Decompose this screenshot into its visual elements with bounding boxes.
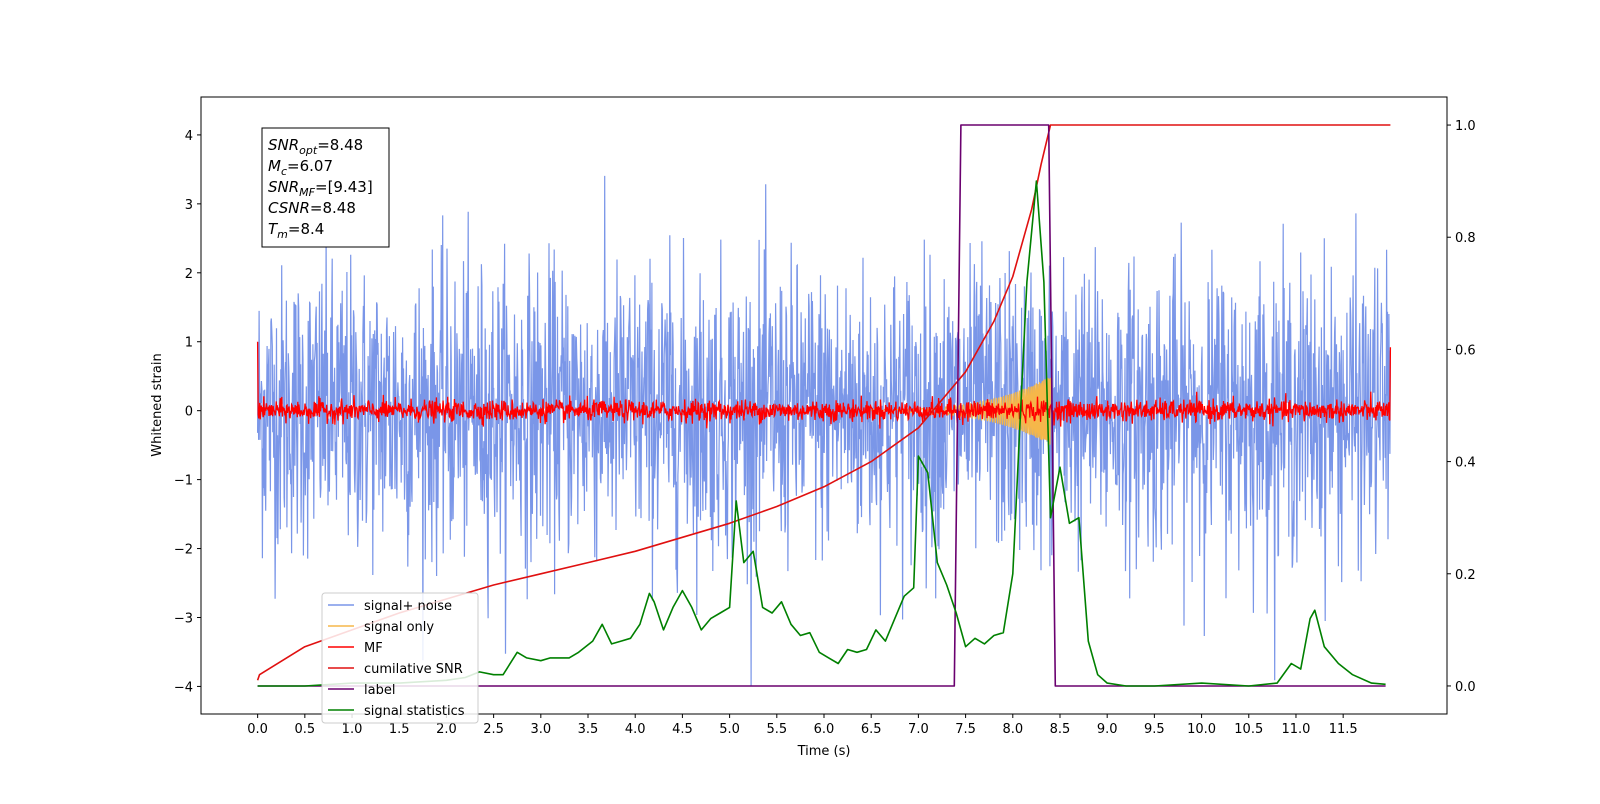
series-mf-line: [256, 341, 1392, 429]
x-tick-label: 6.0: [814, 722, 835, 737]
annotation-value: =8.48: [317, 136, 363, 154]
legend-label: signal+ noise: [364, 599, 452, 614]
annotation-frame: [261, 127, 390, 248]
annotation-symbol: CSNR: [268, 199, 310, 217]
x-tick-label: 3.0: [530, 722, 551, 737]
y-left-tick-label: −3: [174, 611, 193, 626]
annotation-symbol: SNR: [268, 136, 299, 154]
x-tick-label: 2.0: [436, 722, 457, 737]
annotation-subscript: opt: [299, 144, 318, 157]
y-right-tick-label: 0.2: [1455, 568, 1476, 583]
y-left-tick-label: 2: [185, 267, 193, 282]
annotation-subscript: m: [277, 228, 288, 241]
x-tick-label: 1.0: [342, 722, 363, 737]
y-left-tick-label: −1: [174, 474, 193, 489]
annotation-symbol: M: [268, 157, 281, 175]
series-signal-statistics-line: [257, 180, 1386, 687]
legend-label: label: [364, 683, 395, 698]
x-tick-label: 5.0: [719, 722, 740, 737]
legend-frame: [321, 592, 479, 724]
annotation-line: CSNR=8.48: [268, 199, 356, 217]
y-right-tick-label: 0.4: [1455, 456, 1476, 471]
y-axis-label: Whitened strain: [150, 353, 165, 456]
x-tick-label: 4.0: [625, 722, 646, 737]
x-tick-label: 6.5: [861, 722, 882, 737]
x-tick-label: 4.5: [672, 722, 693, 737]
legend-label: signal only: [364, 620, 434, 635]
x-tick-label: 9.5: [1144, 722, 1165, 737]
x-tick-label: 8.0: [1002, 722, 1023, 737]
x-tick-label: 3.5: [578, 722, 599, 737]
x-tick-label: 11.5: [1329, 722, 1358, 737]
y-left-tick-label: 3: [185, 198, 193, 213]
legend-label: signal statistics: [364, 704, 465, 719]
series-label-line: [257, 124, 1386, 687]
y-right-tick-label: 0.6: [1455, 343, 1476, 358]
annotation-symbol: T: [268, 220, 279, 238]
annotation-value: =6.07: [287, 157, 333, 175]
y-right-tick-label: 1.0: [1455, 119, 1476, 134]
annotation-box: SNRopt=8.48Mc=6.07SNRMF=[9.43]CSNR=8.48T…: [261, 127, 390, 248]
annotation-value: =8.4: [288, 220, 324, 238]
x-tick-label: 0.5: [294, 722, 315, 737]
x-tick-label: 10.5: [1234, 722, 1263, 737]
x-tick-label: 8.5: [1050, 722, 1071, 737]
annotation-line: SNRopt=8.48: [268, 136, 363, 157]
legend-label: cumilative SNR: [364, 662, 463, 677]
x-axis: 0.0 0.5 1.0 1.5 2.0 2.5 3.0 3.5 4.0 4.5 5.0 5.5 6.0 6…: [247, 714, 1358, 737]
y-right-tick-label: 0.0: [1455, 680, 1476, 695]
y-axis-right: 1.0 0.8 0.6 0.4 0.2 0.0: [1447, 119, 1476, 695]
legend-label: MF: [364, 641, 383, 656]
annotation-subscript: c: [281, 165, 287, 178]
legend: signal+ noise signal only MF cumilative SNR…: [321, 592, 479, 724]
annotation-value: =8.48: [310, 199, 356, 217]
x-tick-label: 0.0: [247, 722, 268, 737]
annotation-symbol: SNR: [268, 178, 299, 196]
x-tick-label: 11.0: [1281, 722, 1310, 737]
x-tick-label: 1.5: [389, 722, 410, 737]
x-tick-label: 9.0: [1097, 722, 1118, 737]
annotation-value: =[9.43]: [315, 178, 373, 196]
annotation-line: Mc=6.07: [268, 157, 333, 178]
y-left-tick-label: 4: [185, 129, 193, 144]
x-tick-label: 5.5: [766, 722, 787, 737]
annotation-subscript: MF: [299, 186, 315, 199]
y-left-tick-label: 1: [185, 336, 193, 351]
x-tick-label: 10.0: [1187, 722, 1216, 737]
annotation-line: SNRMF=[9.43]: [268, 178, 373, 199]
y-left-tick-label: 0: [185, 405, 193, 420]
x-tick-label: 7.0: [908, 722, 929, 737]
y-left-tick-label: −4: [174, 680, 193, 695]
x-tick-label: 2.5: [483, 722, 504, 737]
x-tick-label: 7.5: [955, 722, 976, 737]
annotation-line: Tm=8.4: [268, 220, 324, 241]
y-right-tick-label: 0.8: [1455, 231, 1476, 246]
x-axis-label: Time (s): [797, 744, 851, 759]
y-axis-left: 4 3 2 1 0 −1 −2 −3 −4: [174, 129, 201, 695]
y-left-tick-label: −2: [174, 543, 193, 558]
